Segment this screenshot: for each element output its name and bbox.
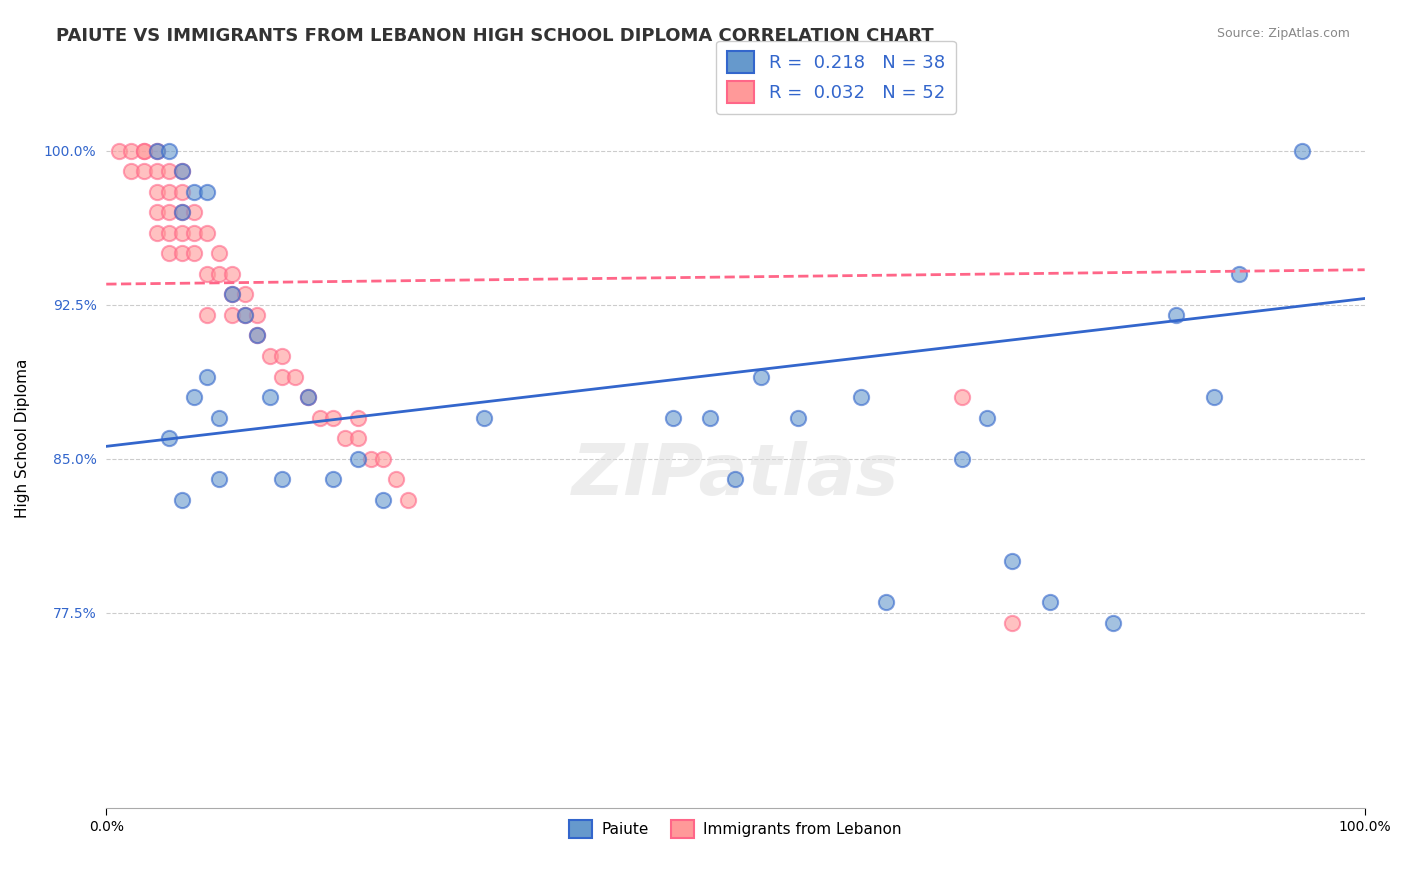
Point — [183, 226, 205, 240]
Point — [157, 246, 180, 260]
Point — [396, 492, 419, 507]
Point — [246, 308, 269, 322]
Point — [145, 226, 167, 240]
Point — [170, 205, 193, 219]
Point — [195, 308, 218, 322]
Point — [360, 451, 382, 466]
Point — [170, 164, 193, 178]
Point — [183, 185, 205, 199]
Point — [195, 267, 218, 281]
Point — [271, 472, 294, 486]
Point — [183, 390, 205, 404]
Point — [145, 205, 167, 219]
Legend: Paiute, Immigrants from Lebanon: Paiute, Immigrants from Lebanon — [562, 814, 908, 845]
Point — [284, 369, 307, 384]
Point — [472, 410, 495, 425]
Point — [170, 226, 193, 240]
Point — [976, 410, 998, 425]
Point — [259, 390, 281, 404]
Point — [108, 144, 131, 158]
Point — [208, 472, 231, 486]
Point — [1291, 144, 1313, 158]
Point — [1227, 267, 1250, 281]
Point — [170, 164, 193, 178]
Point — [309, 410, 332, 425]
Point — [371, 492, 394, 507]
Point — [1001, 615, 1024, 630]
Point — [851, 390, 873, 404]
Point — [120, 144, 142, 158]
Point — [120, 164, 142, 178]
Point — [271, 369, 294, 384]
Point — [195, 185, 218, 199]
Point — [246, 328, 269, 343]
Point — [195, 369, 218, 384]
Point — [724, 472, 747, 486]
Point — [297, 390, 319, 404]
Point — [1102, 615, 1125, 630]
Point — [233, 308, 256, 322]
Point — [699, 410, 721, 425]
Point — [1039, 595, 1062, 609]
Point — [157, 205, 180, 219]
Point — [145, 144, 167, 158]
Point — [950, 451, 973, 466]
Point — [157, 164, 180, 178]
Point — [208, 246, 231, 260]
Point — [233, 287, 256, 301]
Point — [132, 164, 155, 178]
Point — [322, 472, 344, 486]
Point — [384, 472, 406, 486]
Point — [1202, 390, 1225, 404]
Point — [170, 246, 193, 260]
Point — [183, 205, 205, 219]
Point — [170, 492, 193, 507]
Point — [347, 451, 370, 466]
Point — [347, 431, 370, 445]
Point — [145, 164, 167, 178]
Text: PAIUTE VS IMMIGRANTS FROM LEBANON HIGH SCHOOL DIPLOMA CORRELATION CHART: PAIUTE VS IMMIGRANTS FROM LEBANON HIGH S… — [56, 27, 934, 45]
Text: ZIPatlas: ZIPatlas — [572, 441, 900, 509]
Point — [195, 226, 218, 240]
Y-axis label: High School Diploma: High School Diploma — [15, 359, 30, 518]
Point — [875, 595, 897, 609]
Point — [347, 410, 370, 425]
Point — [157, 226, 180, 240]
Point — [371, 451, 394, 466]
Point — [170, 185, 193, 199]
Point — [1164, 308, 1187, 322]
Point — [145, 185, 167, 199]
Point — [221, 267, 243, 281]
Point — [233, 308, 256, 322]
Point — [183, 246, 205, 260]
Point — [661, 410, 683, 425]
Point — [221, 287, 243, 301]
Point — [749, 369, 772, 384]
Point — [246, 328, 269, 343]
Text: Source: ZipAtlas.com: Source: ZipAtlas.com — [1216, 27, 1350, 40]
Point — [132, 144, 155, 158]
Point — [145, 144, 167, 158]
Point — [1001, 554, 1024, 568]
Point — [950, 390, 973, 404]
Point — [787, 410, 810, 425]
Point — [221, 287, 243, 301]
Point — [170, 205, 193, 219]
Point — [208, 267, 231, 281]
Point — [322, 410, 344, 425]
Point — [208, 410, 231, 425]
Point — [259, 349, 281, 363]
Point — [221, 308, 243, 322]
Point — [335, 431, 357, 445]
Point — [157, 431, 180, 445]
Point — [157, 185, 180, 199]
Point — [132, 144, 155, 158]
Point — [297, 390, 319, 404]
Point — [271, 349, 294, 363]
Point — [157, 144, 180, 158]
